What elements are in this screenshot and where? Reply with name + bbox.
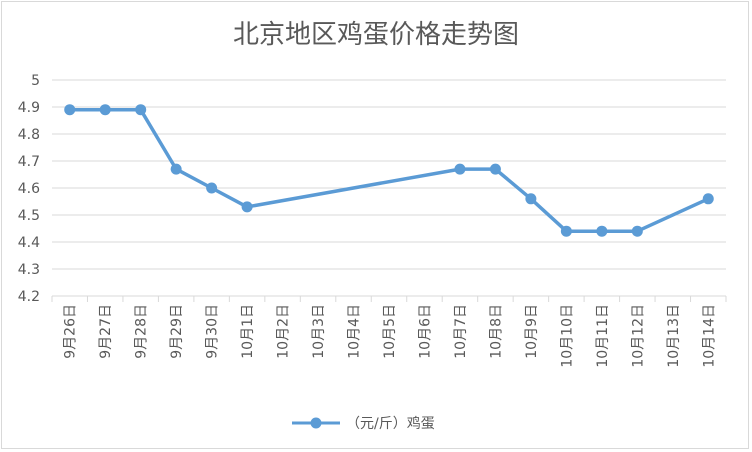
x-tick-label: 10月1日 [240,304,256,359]
y-tick-label: 4.5 [18,208,40,224]
series-group [64,104,714,237]
x-tick-label: 10月3日 [311,304,327,359]
data-point [560,225,572,237]
y-tick-label: 4.6 [18,181,40,197]
x-tick-label: 10月5日 [382,304,398,359]
chart-title: 北京地区鸡蛋价格走势图 [232,20,519,50]
y-tick-label: 4.3 [18,262,40,278]
x-tick-label: 10月9日 [524,304,540,359]
x-tick-label: 10月4日 [347,304,363,359]
data-point [135,104,147,116]
x-tick-label: 10月8日 [488,304,504,359]
data-point [702,193,714,205]
gridlines [52,79,726,297]
x-tick-label: 10月10日 [559,304,575,368]
data-point [489,163,501,175]
data-point [206,182,218,194]
x-tick-label: 10月7日 [453,304,469,359]
y-tick-label: 4.9 [18,100,40,116]
y-tick-label: 4.8 [18,127,40,143]
y-axis-ticks: 4.2 4.3 4.4 4.5 4.6 4.7 4.8 4.9 5 [18,73,40,305]
x-tick-label: 10月12日 [630,304,646,368]
y-tick-label: 4.7 [18,154,40,170]
legend-label: （元/斤）鸡蛋 [346,415,435,432]
y-tick-label: 4.4 [18,235,40,251]
x-tick-label: 10月2日 [276,304,292,359]
x-axis: 9月26日 9月27日 9月28日 9月29日 9月30日 10月1日 10月2日 10月3日… [51,296,727,368]
x-tick-label: 9月27日 [98,304,114,359]
legend: （元/斤）鸡蛋 [292,415,435,432]
legend-marker [310,417,322,429]
y-tick-label: 5 [31,73,40,89]
x-tick-label: 10月6日 [417,304,433,359]
x-tick-label: 9月30日 [205,304,221,359]
x-tick-label: 9月28日 [134,304,150,359]
data-point [64,104,76,116]
data-point [170,163,182,175]
series-line [69,107,709,233]
data-point [241,201,253,213]
y-tick-label: 4.2 [18,289,40,305]
data-point [99,104,111,116]
data-point [454,163,466,175]
x-tick-label: 10月14日 [701,304,717,368]
x-tick-label: 9月26日 [63,304,79,359]
x-tick-label: 10月11日 [595,304,611,368]
x-tick-label: 10月13日 [666,304,682,368]
x-tick-label: 9月29日 [169,304,185,359]
data-point [525,193,537,205]
data-point [631,225,643,237]
data-point [596,225,608,237]
